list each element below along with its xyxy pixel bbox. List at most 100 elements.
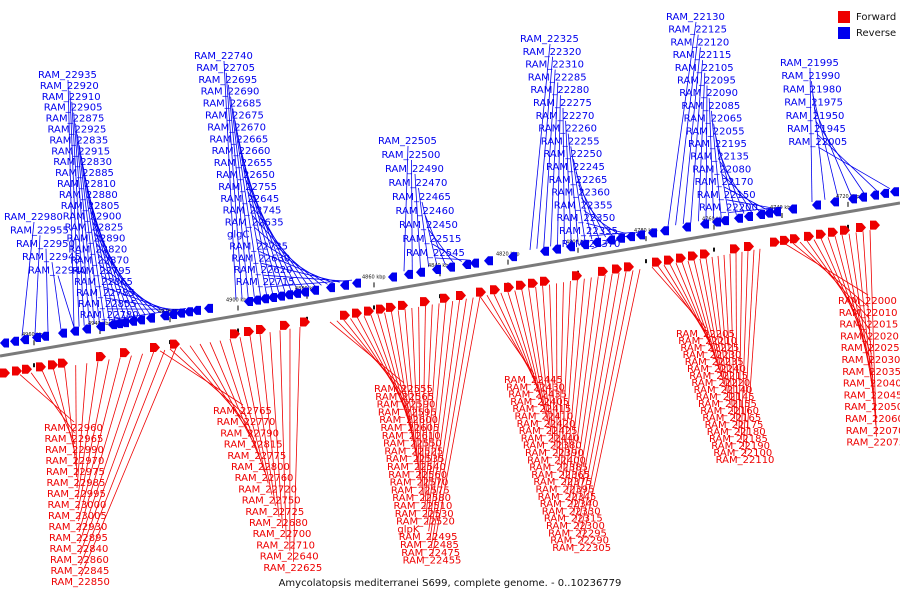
leader-line <box>816 133 878 192</box>
gene-label: RAM_22260 <box>538 124 597 135</box>
leader-line <box>418 306 422 485</box>
leader-line <box>427 300 454 524</box>
leader-line <box>428 229 454 264</box>
gene-label: RAM_22505 <box>378 136 437 147</box>
leader-line <box>869 230 877 437</box>
leader-line <box>535 286 552 433</box>
leader-line <box>293 326 301 562</box>
gene-label: RAM_22465 <box>392 192 451 203</box>
gene-label: RAM_22990 <box>45 445 104 456</box>
gene-label: RAM_22880 <box>59 190 118 201</box>
leader-line <box>241 156 286 292</box>
leader-line <box>562 107 565 245</box>
reverse-gene-arrow <box>10 336 19 346</box>
leader-line <box>543 69 556 248</box>
reverse-gene-arrow <box>326 283 335 293</box>
leader-line <box>735 252 738 427</box>
leader-line <box>719 161 752 213</box>
reverse-gene-arrow <box>268 292 277 302</box>
leader-line <box>687 260 720 371</box>
leader-line <box>699 258 724 385</box>
gene-label: RAM_22315 <box>544 514 603 525</box>
reverse-gene-arrow <box>176 308 185 318</box>
gene-label: RAM_22955 <box>10 225 69 236</box>
leader-line <box>377 313 414 438</box>
forward-gene-arrow <box>386 302 396 312</box>
gene-label: RAM_22925 <box>48 125 107 136</box>
gene-label: RAM_22675 <box>205 111 264 122</box>
gene-label: RAM_22205 <box>676 329 735 340</box>
gene-label: RAM_22025 <box>841 343 900 354</box>
reverse-gene-arrow <box>484 256 493 266</box>
forward-gene-arrow <box>36 362 46 372</box>
scale-label: 4740 kbp <box>770 205 794 211</box>
leader-line <box>76 363 88 489</box>
reverse-gene-arrow <box>204 303 213 313</box>
leader-line <box>179 347 251 428</box>
gene-label: RAM_22600 <box>379 415 438 426</box>
forward-gene-arrow <box>398 300 408 310</box>
leader-line <box>75 365 77 478</box>
leader-line <box>34 235 41 335</box>
reverse-gene-arrow <box>870 190 879 200</box>
gene-label: RAM_22090 <box>679 88 738 99</box>
gene-label: RAM_22700 <box>253 529 312 540</box>
gene-label: RAM_22455 <box>403 556 462 567</box>
reverse-gene-arrow <box>660 226 669 236</box>
reverse-gene-arrow <box>616 233 625 243</box>
reverse-gene-arrow <box>340 280 349 290</box>
leader-line <box>51 262 62 330</box>
reverse-gene-arrow <box>470 258 479 268</box>
forward-gene-arrow <box>244 327 254 337</box>
gene-label: RAM_22440 <box>521 433 580 444</box>
leader-line <box>80 156 111 322</box>
gene-label: RAM_22855 <box>78 299 137 310</box>
leader-line <box>96 243 151 315</box>
leader-line <box>743 249 755 448</box>
forward-gene-arrow <box>476 287 486 297</box>
leader-line <box>500 292 541 397</box>
reverse-gene-arrow <box>720 216 729 226</box>
leader-line <box>723 254 733 413</box>
forward-gene-arrow <box>840 225 850 235</box>
gene-label: RAM_22985 <box>47 478 106 489</box>
gene-label: RAM_22745 <box>223 206 282 217</box>
leader-line <box>675 262 716 357</box>
gene-label: RAM_22525 <box>384 446 443 457</box>
gene-label: RAM_22645 <box>220 194 279 205</box>
gene-label: RAM_22075 <box>846 438 900 449</box>
gene-label: RAM_22490 <box>385 164 444 175</box>
leader-line <box>71 101 85 326</box>
reverse-gene-arrow <box>292 288 301 298</box>
gene-label: RAM_22965 <box>45 434 104 445</box>
leader-line <box>667 21 697 227</box>
gene-label: RAM_22475 <box>401 548 460 559</box>
leader-line <box>579 270 634 535</box>
reverse-gene-arrow <box>0 338 9 348</box>
leader-line <box>682 47 701 224</box>
leader-line <box>569 276 599 499</box>
gene-label: RAM_22545 <box>406 248 465 259</box>
reverse-gene-arrow <box>70 326 79 336</box>
reverse-gene-arrow <box>284 290 293 300</box>
gene-label: RAM_22225 <box>680 343 739 354</box>
scale-label: 4720 kbp <box>836 194 860 200</box>
leader-line <box>261 262 340 283</box>
leader-line <box>263 274 346 282</box>
gene-label: RAM_22190 <box>711 441 770 452</box>
gene-label: RAM_22195 <box>688 139 747 150</box>
gene-label: RAM_22665 <box>209 134 268 145</box>
leader-line <box>521 289 547 418</box>
leader-line <box>429 298 467 540</box>
gene-label: RAM_22445 <box>504 375 563 386</box>
reverse-gene-arrow <box>416 267 425 277</box>
gene-label: RAM_22795 <box>72 266 131 277</box>
leader-line <box>529 43 551 250</box>
gene-label: RAM_21995 <box>780 58 839 69</box>
leader-line <box>669 263 713 350</box>
gene-label: RAM_22835 <box>49 135 108 146</box>
gene-label: RAM_22130 <box>666 12 725 23</box>
reverse-gene-arrow <box>830 197 839 207</box>
gene-label: RAM_22510 <box>394 501 453 512</box>
